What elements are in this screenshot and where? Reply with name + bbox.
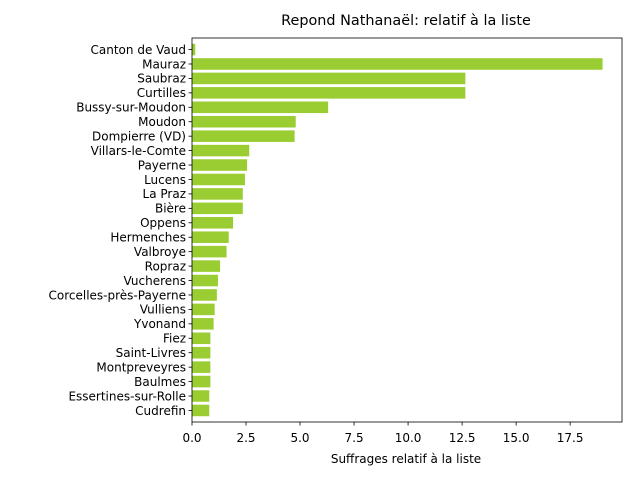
bar — [192, 231, 229, 243]
bar — [192, 144, 250, 157]
bar — [192, 404, 210, 417]
y-tick-label: Mauraz — [142, 57, 186, 71]
bar — [192, 43, 196, 56]
chart-title: Repond Nathanaël: relatif à la liste — [281, 13, 531, 29]
bars-group — [192, 43, 603, 417]
y-tick-label: Oppens — [140, 216, 186, 230]
x-tick-label: 10.0 — [395, 431, 422, 445]
x-axis-label: Suffrages relatif à la liste — [331, 452, 481, 466]
bar — [192, 72, 466, 85]
y-tick-label: Bussy-sur-Moudon — [76, 101, 186, 115]
y-tick-label: Lucens — [144, 173, 186, 187]
bar — [192, 217, 234, 229]
x-tick-label: 0.0 — [182, 431, 201, 445]
bar — [192, 332, 211, 345]
x-tick-label: 5.0 — [290, 431, 309, 445]
y-tick-label: Vucherens — [124, 274, 187, 288]
x-tick-label: 15.0 — [503, 431, 530, 445]
y-tick-label: Dompierre (VD) — [92, 129, 186, 143]
y-tick-label: Corcelles-près-Payerne — [48, 288, 186, 302]
bar — [192, 202, 243, 215]
bar — [192, 101, 329, 114]
y-tick-label: Saint-Livres — [116, 346, 186, 360]
bar — [192, 303, 215, 316]
bar — [192, 115, 296, 128]
bar — [192, 130, 295, 142]
plot-frame — [191, 37, 623, 423]
bar — [192, 87, 466, 99]
bar — [192, 318, 214, 330]
bar — [192, 159, 248, 171]
bar — [192, 245, 227, 258]
y-tick-label: Montpreveyres — [96, 360, 186, 374]
y-tick-label: Curtilles — [137, 86, 186, 100]
y-tick-label: Hermenches — [110, 231, 186, 245]
y-tick-label: Valbroye — [134, 245, 186, 259]
x-tick-label: 17.5 — [557, 431, 584, 445]
y-tick-label: Ropraz — [145, 259, 186, 273]
bar — [192, 390, 210, 402]
y-axis: Canton de VaudMaurazSaubrazCurtillesBuss… — [48, 43, 192, 418]
bar — [192, 375, 211, 388]
y-tick-label: Yvonand — [133, 317, 186, 331]
y-tick-label: Villars-le-Comte — [91, 144, 186, 158]
y-tick-label: Vulliens — [140, 303, 186, 317]
y-tick-label: Payerne — [138, 158, 186, 172]
y-tick-label: Bière — [155, 202, 186, 216]
y-tick-label: Saubraz — [137, 72, 186, 86]
bar — [192, 188, 243, 200]
y-tick-label: Essertines-sur-Rolle — [68, 389, 186, 403]
y-tick-label: Canton de Vaud — [91, 43, 186, 57]
y-tick-label: Baulmes — [134, 375, 186, 389]
bar — [192, 173, 245, 186]
bar — [192, 361, 211, 373]
x-tick-label: 7.5 — [345, 431, 364, 445]
x-axis: 0.0 2.5 5.0 7.5 10.0 12.5 15.0 17.5 — [182, 422, 584, 445]
y-tick-label: Fiez — [163, 332, 186, 346]
y-tick-label: Moudon — [138, 115, 186, 129]
y-tick-label: La Praz — [143, 187, 186, 201]
bar — [192, 58, 603, 70]
x-tick-label: 2.5 — [236, 431, 255, 445]
bar — [192, 274, 218, 287]
bar — [192, 260, 221, 272]
bar — [192, 289, 217, 301]
bar — [192, 346, 211, 359]
y-tick-label: Cudrefin — [135, 404, 186, 418]
x-tick-label: 12.5 — [449, 431, 476, 445]
